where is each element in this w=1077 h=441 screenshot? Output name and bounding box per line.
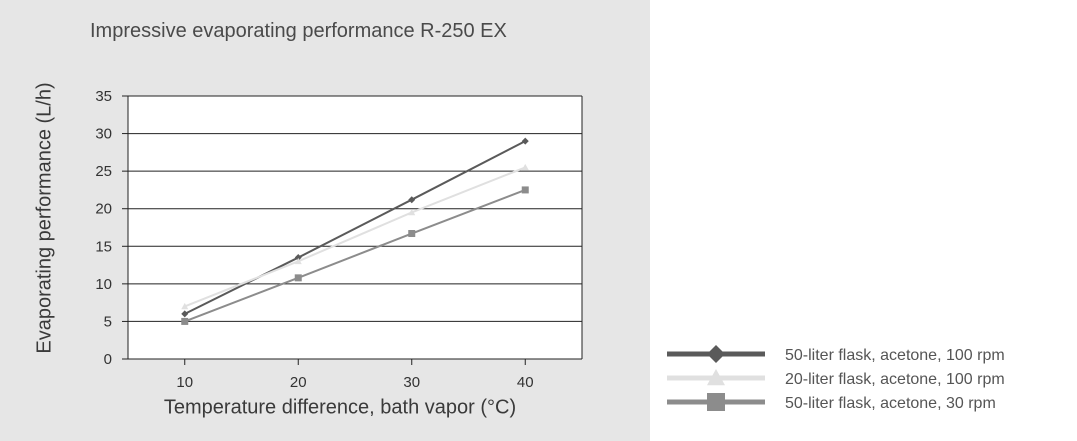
series-1-point-3 xyxy=(408,196,416,204)
series-2-point-4 xyxy=(521,163,529,171)
legend-label-3: 50-liter flask, acetone, 30 rpm xyxy=(785,395,996,412)
legend-marker-1 xyxy=(707,345,725,363)
series-line-3 xyxy=(184,188,526,323)
series-1-point-2 xyxy=(294,254,302,262)
y-tick-label-10: 10 xyxy=(95,276,112,293)
x-tick-label-30: 30 xyxy=(403,374,420,391)
series-2-point-1 xyxy=(181,302,189,310)
legend-marker-2 xyxy=(707,369,725,386)
y-tick-label-5: 5 xyxy=(104,313,112,330)
x-axis-label: Temperature difference, bath vapor (°C) xyxy=(163,396,517,419)
series-line-2 xyxy=(184,166,526,308)
y-tick-label-20: 20 xyxy=(95,201,112,218)
series-3-point-1 xyxy=(181,317,189,325)
legend-label-1: 50-liter flask, acetone, 100 rpm xyxy=(785,347,1005,364)
series-line-1 xyxy=(184,140,526,315)
x-tick-label-40: 40 xyxy=(517,374,534,391)
legend-label-2: 20-liter flask, acetone, 100 rpm xyxy=(785,371,1005,388)
chart-title: Impressive evaporating performance R-250… xyxy=(90,20,507,42)
y-tick-label-30: 30 xyxy=(95,126,112,143)
legend-marker-3 xyxy=(707,393,725,411)
series-3-point-4 xyxy=(521,186,529,194)
series-2-point-2 xyxy=(294,257,302,265)
y-tick-label-15: 15 xyxy=(95,238,112,255)
x-tick-label-10: 10 xyxy=(176,374,193,391)
y-tick-label-0: 0 xyxy=(104,351,112,368)
series-1-point-4 xyxy=(521,137,529,145)
series-2-point-3 xyxy=(408,208,416,216)
series-1-point-1 xyxy=(181,310,189,318)
y-tick-label-35: 35 xyxy=(95,88,112,105)
series-3-point-3 xyxy=(408,230,416,238)
x-tick-label-20: 20 xyxy=(290,374,307,391)
y-tick-label-25: 25 xyxy=(95,163,112,180)
plot-area xyxy=(128,96,582,359)
series-3-point-2 xyxy=(294,274,302,282)
